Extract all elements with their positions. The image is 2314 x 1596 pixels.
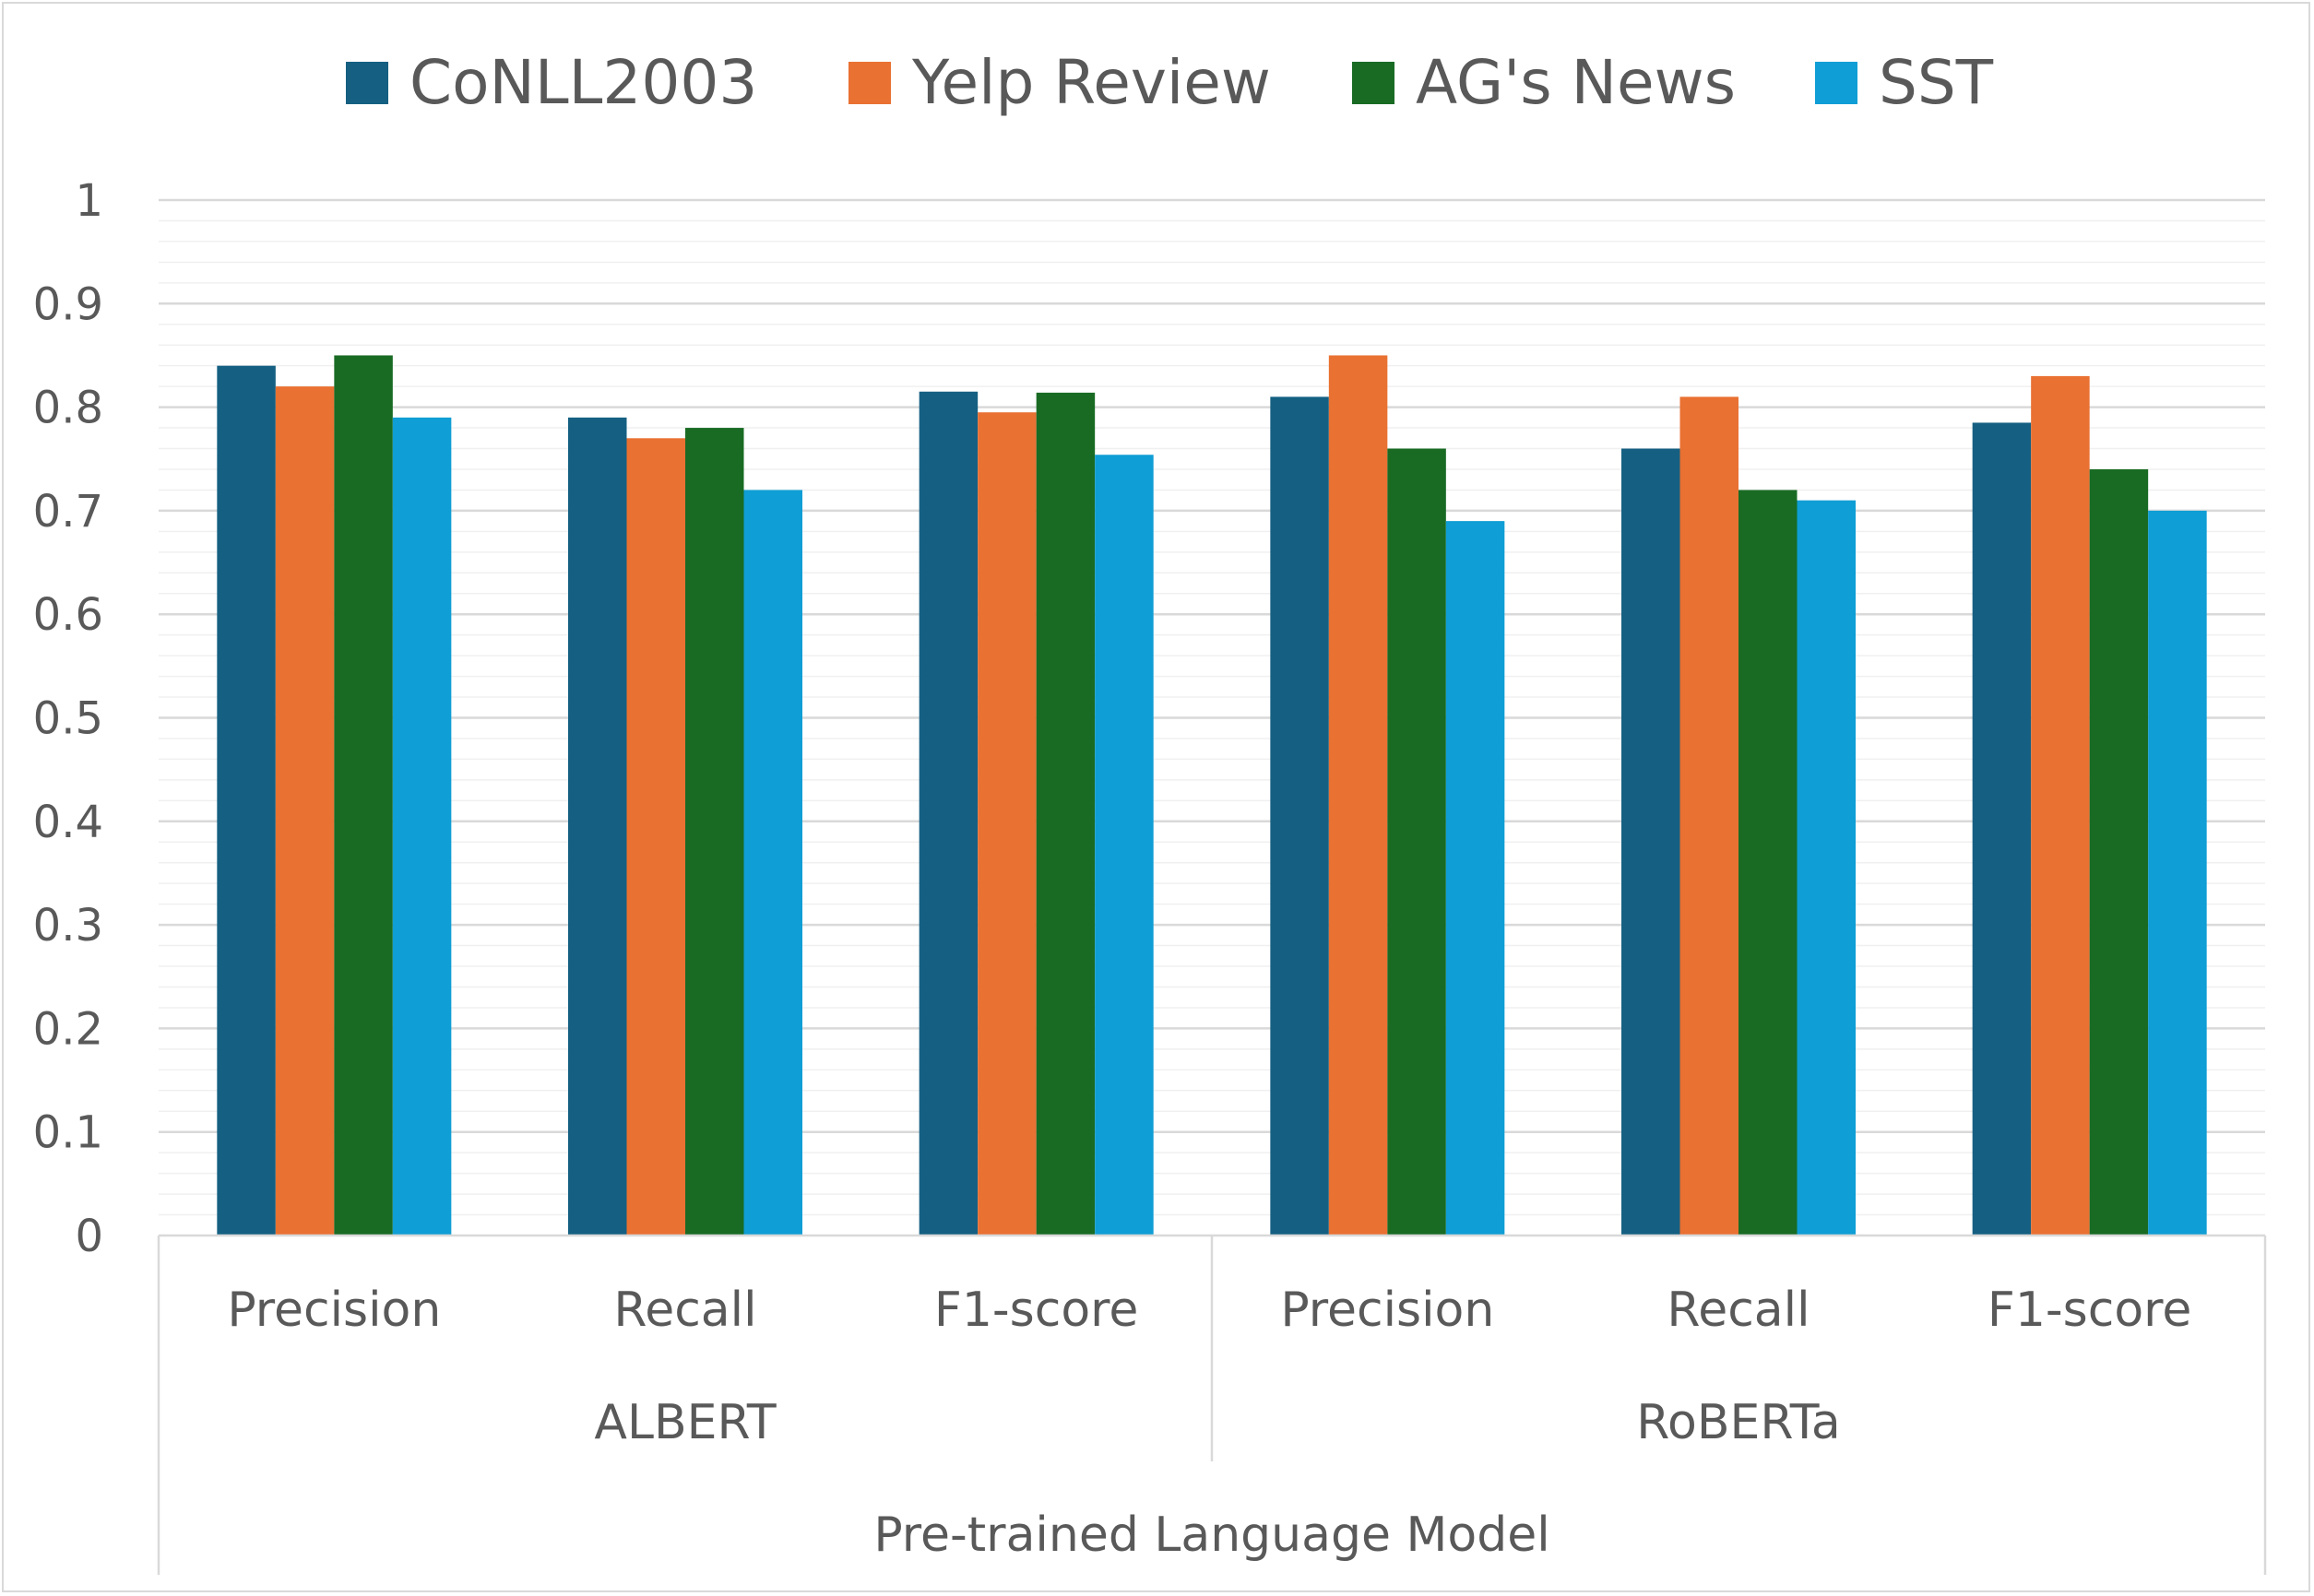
- bar-conll2003-4: [1270, 396, 1329, 1235]
- y-tick-label: 0.1: [33, 1107, 103, 1159]
- bar-ag-s-news-3: [1036, 392, 1096, 1235]
- y-axis-tick-labels: 0 0.1 0.2 0.3 0.4 0.5 0.6 0.7 0.8 0.9 1: [33, 175, 103, 1262]
- x-group-label: ALBERT: [594, 1395, 776, 1450]
- legend-swatch: [1352, 62, 1394, 104]
- y-tick-label: 0.8: [33, 383, 103, 434]
- bar-conll2003-1: [217, 365, 276, 1235]
- legend-swatch: [1815, 62, 1857, 104]
- y-tick-label: 0.5: [33, 693, 103, 745]
- legend-swatch: [848, 62, 891, 104]
- x-category-label: Precision: [1280, 1283, 1494, 1338]
- bar-yelp-review-5: [1679, 396, 1738, 1235]
- x-axis: Precision Recall F1-score Precision Recall F1…: [157, 1234, 2267, 1575]
- x-category-label: F1-score: [1988, 1283, 2191, 1338]
- x-group-label: RoBERTa: [1636, 1395, 1841, 1450]
- legend-label: SST: [1879, 47, 1994, 118]
- bar-ag-s-news-4: [1387, 448, 1446, 1235]
- bar-yelp-review-4: [1328, 355, 1388, 1235]
- bar-yelp-review-2: [626, 438, 685, 1235]
- bar-ag-s-news-2: [685, 428, 744, 1235]
- bar-yelp-review-1: [275, 386, 335, 1235]
- y-tick-label: 0.6: [33, 589, 103, 641]
- x-category-label: F1-score: [934, 1283, 1138, 1338]
- bar-sst-4: [1445, 521, 1505, 1235]
- bars: [217, 355, 2207, 1236]
- y-tick-label: 0: [75, 1211, 103, 1262]
- minor-gridlines: [159, 219, 2265, 1216]
- legend: CoNLL2003 Yelp Review AG's News SST: [346, 47, 1994, 118]
- legend-label: CoNLL2003: [409, 47, 757, 118]
- legend-swatch: [346, 62, 388, 104]
- x-category-label: Recall: [1667, 1283, 1810, 1338]
- legend-label: AG's News: [1416, 47, 1736, 118]
- y-tick-label: 0.2: [33, 1003, 103, 1055]
- bar-ag-s-news-5: [1738, 490, 1798, 1235]
- bar-conll2003-2: [568, 417, 627, 1236]
- bar-conll2003-5: [1621, 448, 1680, 1235]
- bar-sst-6: [2148, 510, 2207, 1235]
- bar-ag-s-news-6: [2089, 468, 2149, 1236]
- legend-label: Yelp Review: [911, 47, 1271, 118]
- bar-sst-3: [1095, 455, 1154, 1235]
- bar-sst-2: [743, 490, 802, 1235]
- bar-ag-s-news-1: [334, 355, 393, 1235]
- bar-conll2003-3: [919, 391, 979, 1235]
- y-tick-label: 0.9: [33, 278, 103, 330]
- x-category-label: Recall: [613, 1283, 756, 1338]
- x-axis-title: Pre-trained Language Model: [873, 1507, 1549, 1563]
- y-tick-label: 0.7: [33, 486, 103, 538]
- bar-sst-1: [392, 417, 452, 1236]
- y-tick-label: 1: [75, 175, 103, 227]
- y-tick-label: 0.4: [33, 797, 103, 848]
- x-category-label: Precision: [227, 1283, 441, 1338]
- y-tick-label: 0.3: [33, 900, 103, 952]
- bar-sst-5: [1797, 500, 1856, 1235]
- bar-yelp-review-6: [2031, 375, 2090, 1235]
- bar-conll2003-6: [1972, 422, 2032, 1235]
- bar-yelp-review-3: [978, 412, 1037, 1236]
- major-gridlines: [159, 198, 2265, 1133]
